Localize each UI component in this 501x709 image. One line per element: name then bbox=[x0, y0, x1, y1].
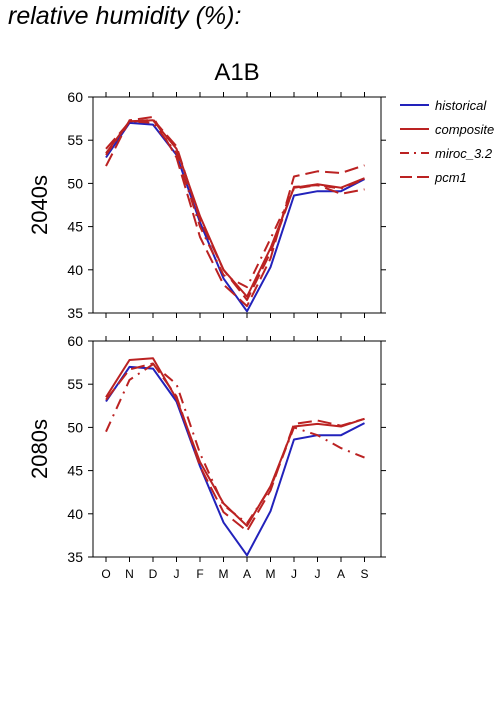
y-tick-label: 55 bbox=[67, 132, 83, 148]
series-line-miroc_3.2 bbox=[105, 363, 365, 525]
x-tick-label: J bbox=[291, 567, 297, 581]
x-tick-label: D bbox=[149, 567, 158, 581]
x-tick-label: A bbox=[243, 567, 251, 581]
y-tick-label: 60 bbox=[67, 89, 83, 105]
x-tick-label: M bbox=[219, 567, 229, 581]
x-tick-label: J bbox=[315, 567, 321, 581]
series-line-pcm1 bbox=[105, 118, 365, 301]
y-axis-label: 2080s bbox=[27, 419, 52, 479]
chart-title: A1B bbox=[214, 59, 259, 86]
series-line-pcm1 bbox=[105, 115, 365, 308]
y-tick-label: 45 bbox=[67, 219, 83, 235]
y-tick-label: 35 bbox=[67, 305, 83, 321]
page-title: relative humidity (%): bbox=[8, 2, 242, 30]
panel-2040s: 35 40 45 50 55 60 2040s bbox=[27, 89, 386, 321]
legend-label-pcm1: pcm1 bbox=[434, 170, 467, 185]
y-tick-label: 35 bbox=[67, 549, 83, 565]
legend-label-miroc_3.2: miroc_3.2 bbox=[435, 146, 493, 161]
plot-frame bbox=[92, 96, 382, 314]
y-tick-label: 40 bbox=[67, 506, 83, 522]
plot-frame bbox=[92, 340, 382, 558]
x-tick-label: N bbox=[125, 567, 134, 581]
panel-2080s: 35 40 45 50 55 60 2080s bbox=[27, 333, 386, 565]
legend-label-composite: composite bbox=[435, 122, 494, 137]
series-line-historical bbox=[105, 365, 365, 557]
y-tick-label: 55 bbox=[67, 376, 83, 392]
x-tick-label: A bbox=[337, 567, 345, 581]
series-line-miroc_3.2 bbox=[105, 120, 365, 289]
y-tick-label: 40 bbox=[67, 262, 83, 278]
y-tick-label: 60 bbox=[67, 333, 83, 349]
series-line-composite bbox=[105, 357, 365, 527]
x-tick-label: J bbox=[174, 567, 180, 581]
x-tick-label: M bbox=[266, 567, 276, 581]
x-tick-label: O bbox=[101, 567, 110, 581]
x-tick-label: S bbox=[360, 567, 368, 581]
y-axis-label: 2040s bbox=[27, 175, 52, 235]
legend: historical composite miroc_3.2 pcm1 bbox=[400, 98, 494, 185]
y-tick-label: 45 bbox=[67, 463, 83, 479]
series-line-composite bbox=[105, 119, 365, 298]
legend-label-historical: historical bbox=[435, 98, 487, 113]
x-tick-label: F bbox=[196, 567, 203, 581]
y-tick-label: 50 bbox=[67, 419, 83, 435]
y-tick-label: 50 bbox=[67, 175, 83, 191]
series-line-pcm1 bbox=[105, 362, 365, 533]
